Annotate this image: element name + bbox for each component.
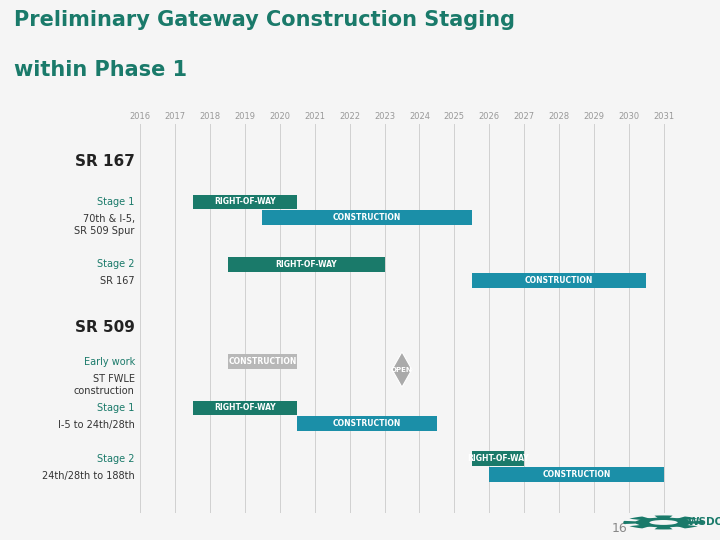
Text: 24th/28th to 188th: 24th/28th to 188th [42,471,135,481]
Wedge shape [664,516,698,523]
Text: 16: 16 [611,522,627,535]
Text: WSDOT: WSDOT [688,517,720,528]
Text: RIGHT-OF-WAY: RIGHT-OF-WAY [215,198,276,206]
Text: I-5 to 24th/28th: I-5 to 24th/28th [58,420,135,430]
Circle shape [635,517,692,528]
Text: RIGHT-OF-WAY: RIGHT-OF-WAY [275,260,337,269]
Circle shape [649,520,678,525]
Text: Stage 1: Stage 1 [97,403,135,413]
Text: 70th & I-5,
SR 509 Spur: 70th & I-5, SR 509 Spur [74,214,135,236]
Text: RIGHT-OF-WAY: RIGHT-OF-WAY [215,403,276,413]
Text: Preliminary Gateway Construction Staging: Preliminary Gateway Construction Staging [14,10,516,30]
Text: SR 509: SR 509 [75,320,135,335]
Text: Stage 1: Stage 1 [97,197,135,207]
Text: Stage 2: Stage 2 [97,259,135,269]
Text: ST FWLE
construction: ST FWLE construction [74,374,135,396]
Polygon shape [392,352,412,387]
Text: CONSTRUCTION: CONSTRUCTION [228,357,297,366]
Text: SR 167: SR 167 [100,276,135,287]
FancyBboxPatch shape [263,210,472,225]
FancyBboxPatch shape [228,257,384,272]
FancyBboxPatch shape [297,416,437,431]
Wedge shape [654,523,672,529]
Text: CONSTRUCTION: CONSTRUCTION [525,276,593,285]
Wedge shape [664,523,698,529]
Wedge shape [624,521,664,524]
FancyBboxPatch shape [472,451,524,466]
Text: CONSTRUCTION: CONSTRUCTION [542,470,611,479]
Text: Early work: Early work [84,356,135,367]
FancyBboxPatch shape [193,194,297,210]
Text: within Phase 1: within Phase 1 [14,59,187,79]
Text: Stage 2: Stage 2 [97,454,135,464]
Text: RIGHT-OF-WAY: RIGHT-OF-WAY [467,454,528,463]
Text: CONSTRUCTION: CONSTRUCTION [333,419,401,428]
Text: SR 167: SR 167 [75,154,135,168]
Wedge shape [629,516,664,523]
Wedge shape [664,521,704,524]
Wedge shape [629,523,664,529]
FancyBboxPatch shape [489,467,664,482]
FancyBboxPatch shape [228,354,297,369]
FancyBboxPatch shape [193,401,297,415]
FancyBboxPatch shape [472,273,646,288]
Text: CONSTRUCTION: CONSTRUCTION [333,213,401,222]
Text: OPEN: OPEN [391,367,413,373]
Wedge shape [654,515,672,523]
